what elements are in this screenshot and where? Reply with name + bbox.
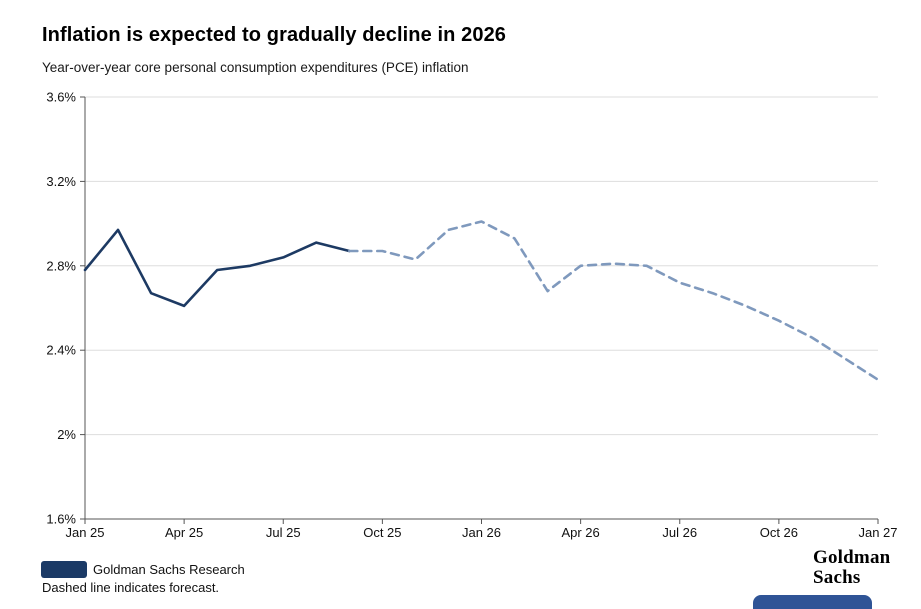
- y-tick-label: 3.2%: [46, 174, 76, 189]
- x-tick-label: Oct 25: [363, 525, 401, 540]
- source-text: Goldman Sachs Research: [93, 561, 245, 577]
- logo-line2: Sachs: [813, 567, 861, 588]
- source-row: Goldman Sachs Research: [41, 560, 245, 578]
- y-tick-label: 3.6%: [46, 90, 76, 105]
- forecast-note: Dashed line indicates forecast.: [42, 580, 220, 595]
- x-tick-label: Oct 26: [760, 525, 798, 540]
- y-tick-label: 2.4%: [46, 343, 76, 358]
- x-tick-label: Apr 26: [561, 525, 599, 540]
- x-tick-label: Jul 25: [266, 525, 301, 540]
- y-tick-label: 2.8%: [46, 258, 76, 273]
- series-actual-line: [83, 228, 351, 308]
- logo-box: [753, 595, 872, 609]
- source-label-block: [41, 560, 87, 578]
- y-tick-label: 2%: [57, 427, 76, 442]
- x-tick-label: Jul 26: [662, 525, 697, 540]
- chart-subtitle: Year-over-year core personal consumption…: [42, 60, 469, 75]
- x-tick-label: Jan 25: [65, 525, 104, 540]
- x-tick-label: Jan 26: [462, 525, 501, 540]
- logo-line1: Goldman: [813, 547, 891, 568]
- chart-title: Inflation is expected to gradually decli…: [42, 24, 507, 46]
- x-tick-label: Apr 25: [165, 525, 203, 540]
- y-tick-label: 1.6%: [46, 512, 76, 527]
- goldman-sachs-logo: Goldman Sachs: [813, 548, 890, 588]
- series-forecast-line: [348, 220, 880, 381]
- x-tick-label: Jan 27: [858, 525, 897, 540]
